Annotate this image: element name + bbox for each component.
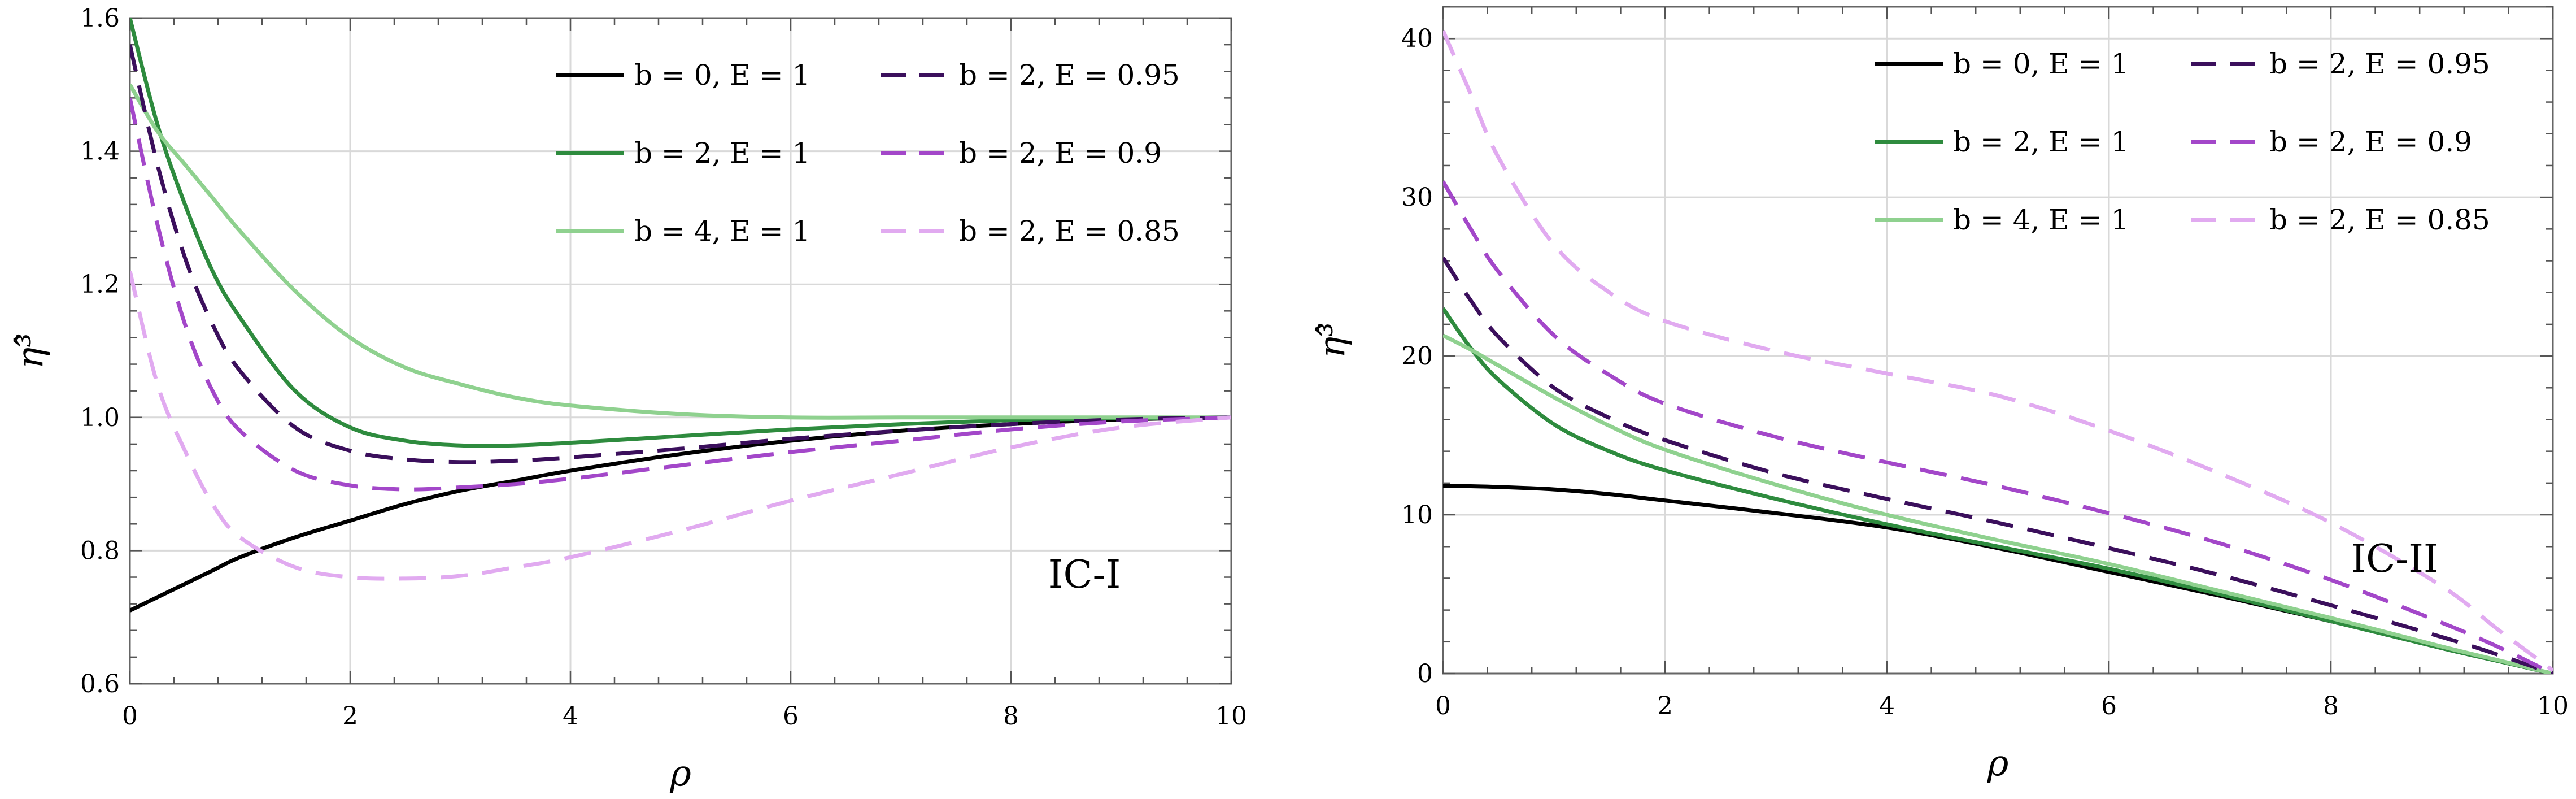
chart-panel-left: 0 2 4 6 8 10 0.6 0.8 1.0 1.2 1.4 1.6 ρ η³̂ b = 0, E = … xyxy=(10,4,1247,794)
x-tick-label: 10 xyxy=(2537,692,2569,720)
series-line-5 xyxy=(1443,29,2553,672)
panel-annotation: IC-II xyxy=(2351,537,2439,581)
y-tick-label: 10 xyxy=(1401,501,1433,529)
legend-label-5: b = 2, E = 0.85 xyxy=(2269,203,2490,236)
series-line-1 xyxy=(130,18,1231,448)
x-tick-label: 6 xyxy=(783,702,799,731)
x-tick-label: 0 xyxy=(122,702,138,731)
series-line-4 xyxy=(130,97,1231,492)
y-tick-label: 0.8 xyxy=(80,536,120,565)
x-tick-label: 10 xyxy=(1215,702,1247,731)
x-tick-label: 8 xyxy=(2323,692,2339,720)
series-line-2 xyxy=(130,84,1231,420)
y-tick-label: 1.0 xyxy=(80,403,120,432)
y-tick-label: 0.6 xyxy=(80,670,120,698)
plot-frame xyxy=(129,17,1232,685)
series-line-3 xyxy=(130,44,1231,464)
legend-label-0: b = 0, E = 1 xyxy=(1953,47,2129,80)
x-axis-label: ρ xyxy=(669,753,691,794)
y-tick-label: 1.2 xyxy=(80,270,120,299)
series-line-1 xyxy=(1443,307,2553,674)
x-tick-label: 4 xyxy=(563,702,578,731)
panel-annotation: IC-I xyxy=(1048,553,1121,597)
y-axis-label: η³̂ xyxy=(1311,322,1353,358)
series-line-2 xyxy=(1443,333,2553,674)
y-tick-label: 1.6 xyxy=(80,4,120,33)
x-axis-label: ρ xyxy=(1987,742,2009,784)
legend-label-2: b = 4, E = 1 xyxy=(1953,203,2129,236)
plot-frame xyxy=(1442,6,2554,675)
series-line-0 xyxy=(130,415,1231,613)
chart-panel-right: 0 2 4 6 8 10 0 10 20 30 40 ρ η³̂ b = 0, E = 1 b = 2, E… xyxy=(1311,6,2569,784)
legend-label-2: b = 4, E = 1 xyxy=(634,215,810,247)
legend-label-3: b = 2, E = 0.95 xyxy=(2269,47,2490,80)
y-tick-label: 40 xyxy=(1401,24,1433,53)
y-tick-label: 30 xyxy=(1401,183,1433,212)
x-tick-label: 4 xyxy=(1879,692,1895,720)
x-tick-label: 2 xyxy=(1657,692,1673,720)
legend-label-4: b = 2, E = 0.9 xyxy=(2269,125,2472,158)
series-line-4 xyxy=(1443,180,2553,674)
x-tick-label: 2 xyxy=(342,702,358,731)
y-axis-label: η³̂ xyxy=(10,333,51,369)
x-tick-label: 8 xyxy=(1003,702,1019,731)
y-tick-label: 0 xyxy=(1417,659,1433,688)
y-tick-label: 20 xyxy=(1401,342,1433,371)
legend-label-4: b = 2, E = 0.9 xyxy=(959,137,1162,170)
legend-label-5: b = 2, E = 0.85 xyxy=(959,215,1180,247)
x-tick-label: 0 xyxy=(1435,692,1451,720)
x-tick-label: 6 xyxy=(2101,692,2117,720)
legend-label-3: b = 2, E = 0.95 xyxy=(959,59,1180,92)
legend-label-1: b = 2, E = 1 xyxy=(634,137,810,170)
series-line-5 xyxy=(130,270,1231,581)
legend-label-0: b = 0, E = 1 xyxy=(634,59,810,92)
legend-label-1: b = 2, E = 1 xyxy=(1953,125,2129,158)
y-tick-label: 1.4 xyxy=(80,137,120,166)
series-line-3 xyxy=(1443,257,2553,674)
